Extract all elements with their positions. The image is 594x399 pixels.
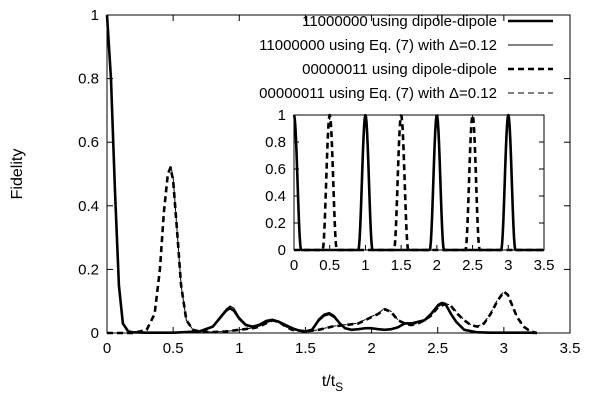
- x-axis-label: t/tS: [322, 373, 343, 394]
- y-tick-label: 1: [91, 7, 99, 24]
- main-plot-frame: [106, 14, 571, 334]
- x-tick-label: 3.5: [560, 340, 581, 357]
- x-tick-label: 0: [103, 340, 111, 357]
- legend-label-1: 11000000 using dipole-dipole: [302, 13, 497, 30]
- inset-y-tick-label: 0.4: [265, 188, 286, 205]
- x-axis-label-subscript: S: [335, 380, 343, 394]
- x-tick-label: 2: [367, 340, 375, 357]
- x-tick-label: 1: [235, 340, 243, 357]
- y-tick-label: 0.2: [78, 261, 99, 278]
- inset-x-tick-label: 1: [361, 257, 369, 274]
- legend-label-2: 11000000 using Eq. (7) with Δ=0.12: [259, 37, 497, 54]
- y-tick-label: 0.6: [78, 134, 99, 151]
- inset-plot: 0 0.5 1 1.5 2 2.5 3 3.5 0 0.2 0.4 0.6 0.8 1: [265, 107, 554, 274]
- y-tick-label: 0: [91, 325, 99, 342]
- inset-y-tick-label: 0: [278, 242, 286, 259]
- main-plot: 0 0.5 1 1.5 2 2.5 3 3.5 0 0.2 0.4 0.6 0.8 1 Fidelity t/…: [9, 7, 580, 394]
- y-tick-label: 0.4: [78, 198, 99, 215]
- inset-y-tick-label: 0.6: [265, 161, 286, 178]
- series-line-3: [107, 166, 538, 335]
- y-axis-label: Fidelity: [9, 149, 26, 200]
- inset-x-tick-label: 2.5: [462, 257, 483, 274]
- inset-x-tick-label: 3.5: [534, 257, 555, 274]
- x-tick-label: 0.5: [163, 340, 184, 357]
- x-tick-label: 1.5: [295, 340, 316, 357]
- legend-label-4: 00000011 using Eq. (7) with Δ=0.12: [259, 85, 497, 102]
- inset-x-tick-label: 3: [504, 257, 512, 274]
- legend-label-3: 00000011 using dipole-dipole: [302, 61, 497, 78]
- y-tick-label: 0.8: [78, 71, 99, 88]
- inset-series-line-1: [292, 113, 545, 252]
- inset-y-tick-label: 0.2: [265, 215, 286, 232]
- inset-x-tick-label: 1.5: [391, 257, 412, 274]
- inset-x-tick-label: 0.5: [319, 257, 340, 274]
- inset-y-tick-label: 1: [278, 107, 286, 124]
- inset-x-tick-label: 2: [433, 257, 441, 274]
- inset-x-tick-label: 0: [290, 257, 298, 274]
- series-line-4: [107, 163, 538, 334]
- x-tick-label: 3: [500, 340, 508, 357]
- legend: 11000000 using dipole-dipole 11000000 usi…: [259, 13, 553, 102]
- x-axis-label-main: t/t: [322, 373, 336, 390]
- inset-y-tick-label: 0.8: [265, 134, 286, 151]
- x-tick-label: 2.5: [427, 340, 448, 357]
- series-line-2: [106, 14, 537, 334]
- inset-series-line-2: [293, 113, 545, 252]
